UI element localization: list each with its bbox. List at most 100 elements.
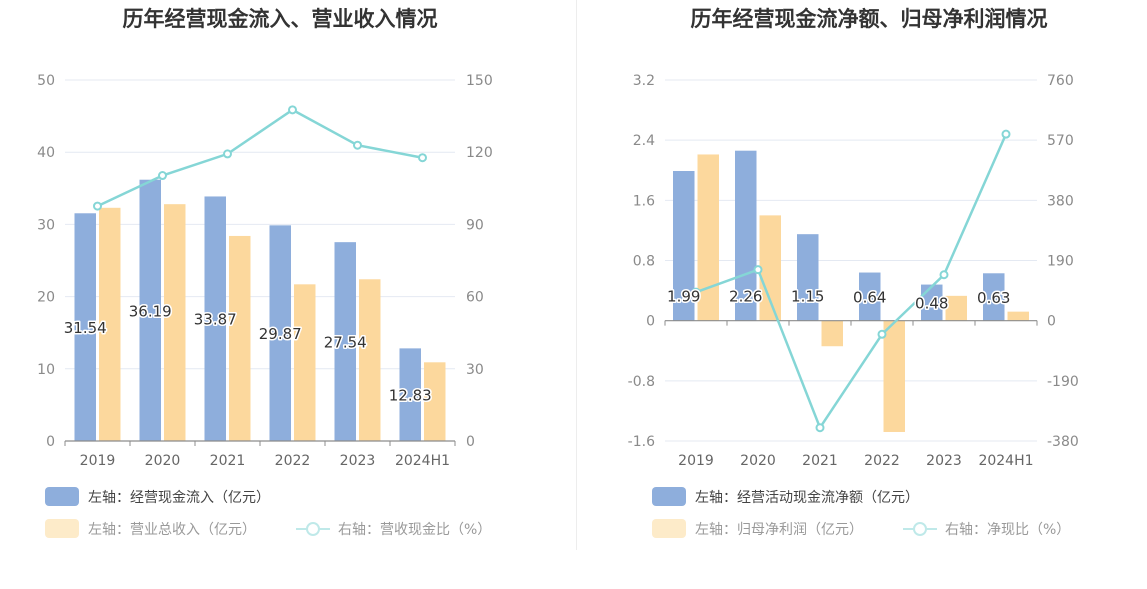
left-axis-tick: 50 <box>37 73 55 89</box>
chart-right: 历年经营现金流净额、归母净利润情况 -1.6-0.800.81.62.43.2-… <box>628 7 1079 538</box>
bar-net-profit <box>945 295 967 321</box>
ratio-line-path <box>96 108 423 208</box>
ratio-point <box>691 287 701 297</box>
bar-revenue <box>164 204 186 441</box>
right-axis-tick: 120 <box>466 145 493 161</box>
x-axis-label: 2020 <box>740 453 776 469</box>
bar-net-profit <box>1007 311 1029 321</box>
ratio-point <box>223 149 232 159</box>
ratio-point <box>288 105 297 115</box>
data-labels: 31.54 36.19 33.87 29.87 27.54 12.83 <box>62 301 433 406</box>
ratio-point <box>158 171 167 181</box>
ratio-point <box>353 140 362 150</box>
bar-net-profit <box>697 154 719 321</box>
left-axis-tick: 10 <box>37 362 55 378</box>
data-label: 0.64 <box>853 289 886 307</box>
data-label: 31.54 <box>64 319 107 337</box>
left-axis-tick: 0 <box>46 434 55 450</box>
left-axis-tick: 0 <box>646 314 655 330</box>
ratio-line <box>93 105 427 211</box>
x-axis-label: 2022 <box>864 453 900 469</box>
legend-label: 左轴：归母净利润（亿元） <box>695 521 863 538</box>
data-label: 12.83 <box>389 387 432 405</box>
axes: -1.6 -0.8 0 0.8 1.6 2.4 3.2 -380 -190 0 190 380 570 7… <box>628 73 1079 469</box>
bar-net-cash-flow <box>983 273 1005 321</box>
data-label: 0.63 <box>977 289 1010 307</box>
bar-net-cash-flow <box>859 272 881 321</box>
data-label: 0.48 <box>915 295 948 313</box>
chart-left: 历年经营现金流入、营业收入情况 0 10 20 30 40 50 0 30 60 90 120 150… <box>37 7 493 538</box>
data-label: 1.99 <box>667 288 700 306</box>
right-axis-tick: 570 <box>1047 133 1074 149</box>
bar-net-profit <box>759 215 781 321</box>
bar-revenue <box>424 362 446 441</box>
ratio-point <box>418 153 427 163</box>
x-axis-label: 2024H1 <box>395 453 450 469</box>
right-axis-tick: 190 <box>1047 254 1074 270</box>
left-axis-tick: 2.4 <box>633 133 655 149</box>
bar-net-cash-flow <box>797 234 819 321</box>
axes: 0 10 20 30 40 50 0 30 60 90 120 150 2019 2020 2021 2022… <box>37 73 493 469</box>
bar-net-cash-flow <box>673 171 695 321</box>
bar-net-cash-flow <box>735 150 757 321</box>
panel-divider <box>576 0 577 550</box>
bar-revenue <box>359 279 381 441</box>
x-axis-label: 2024H1 <box>978 453 1033 469</box>
legend: 左轴：经营活动现金流净额（亿元） 左轴：归母净利润（亿元） 右轴：净现比（%） <box>652 487 1070 538</box>
left-axis-tick: 30 <box>37 217 55 233</box>
ratio-point <box>753 265 763 275</box>
bars <box>673 150 1029 432</box>
data-labels: 1.99 2.26 1.15 0.64 0.48 0.63 <box>666 286 1012 314</box>
x-axis-label: 2019 <box>678 453 714 469</box>
data-label: 1.15 <box>791 288 824 306</box>
bar-revenue <box>99 207 121 441</box>
left-axis-tick: -0.8 <box>628 374 655 390</box>
bar-cash-inflow <box>139 179 161 442</box>
right-axis-tick: 380 <box>1047 193 1074 209</box>
x-axis-label: 2023 <box>926 453 962 469</box>
right-axis-tick: 60 <box>466 290 484 306</box>
legend-label: 右轴：净现比（%） <box>945 522 1070 538</box>
x-axis-label: 2023 <box>340 453 376 469</box>
bar-cash-inflow <box>269 225 291 441</box>
right-axis-tick: 30 <box>466 362 484 378</box>
legend-item-net-profit[interactable]: 左轴：归母净利润（亿元） <box>652 519 863 538</box>
grid <box>665 79 1037 442</box>
left-axis-tick: -1.6 <box>628 434 655 450</box>
bar-net-profit <box>883 320 905 432</box>
legend: 左轴：经营现金流入（亿元） 左轴：营业总收入（亿元） 右轴：营收现金比（%） <box>45 487 491 538</box>
right-axis-tick: 760 <box>1047 73 1074 89</box>
bar-cash-inflow <box>204 196 226 441</box>
left-axis-tick: 0.8 <box>633 254 655 270</box>
x-axis-label: 2021 <box>210 453 246 469</box>
chart-title: 历年经营现金流入、营业收入情况 <box>123 7 438 31</box>
right-axis-tick: -380 <box>1047 434 1079 450</box>
legend-item-net-cash-ratio[interactable]: 右轴：净现比（%） <box>903 522 1070 538</box>
bar-cash-inflow <box>74 213 96 441</box>
x-axis-label: 2020 <box>145 453 181 469</box>
ratio-point <box>939 270 949 280</box>
legend-label: 右轴：营收现金比（%） <box>338 522 491 538</box>
legend-item-ratio[interactable]: 右轴：营收现金比（%） <box>296 522 491 538</box>
left-axis-tick: 1.6 <box>633 193 655 209</box>
legend-label: 左轴：经营活动现金流净额（亿元） <box>695 490 919 506</box>
bar-cash-inflow <box>334 242 356 441</box>
legend-marker <box>913 522 927 536</box>
x-axis-label: 2021 <box>802 453 838 469</box>
x-axis-label: 2022 <box>275 453 311 469</box>
bar-revenue <box>294 284 316 441</box>
bar-cash-inflow <box>399 348 421 441</box>
left-axis-tick: 40 <box>37 145 55 161</box>
ratio-line <box>691 129 1011 433</box>
x-axis-label: 2019 <box>80 453 116 469</box>
data-label: 36.19 <box>129 302 172 320</box>
ratio-line-path <box>695 133 1008 431</box>
legend-item-net-cash-flow[interactable]: 左轴：经营活动现金流净额（亿元） <box>652 487 919 506</box>
legend-swatch <box>45 487 79 506</box>
ratio-point <box>815 423 825 433</box>
legend-item-revenue[interactable]: 左轴：营业总收入（亿元） <box>45 519 256 538</box>
legend-item-cash-inflow[interactable]: 左轴：经营现金流入（亿元） <box>45 487 270 506</box>
right-axis-tick: 0 <box>1047 314 1056 330</box>
ratio-point <box>1001 129 1011 139</box>
